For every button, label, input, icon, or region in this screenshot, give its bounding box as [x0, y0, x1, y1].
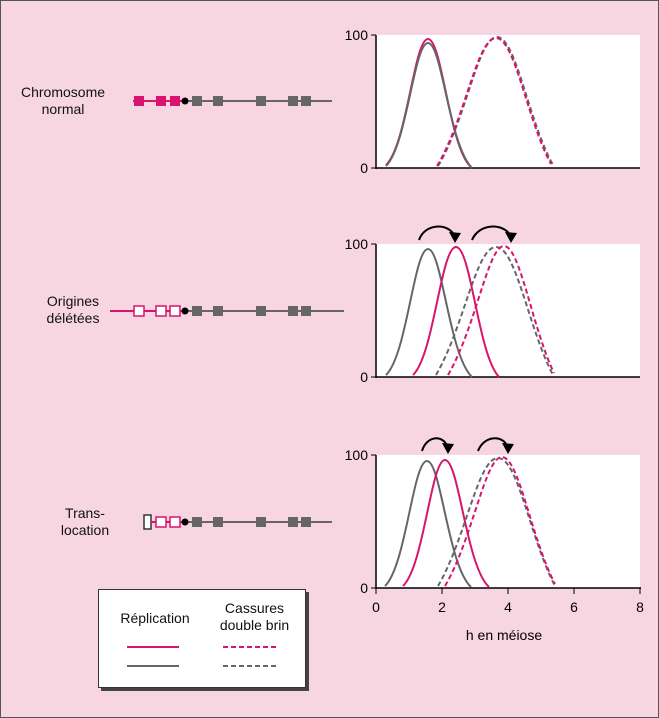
centromere: [181, 97, 189, 105]
legend-dsb-title: Cassures double brin: [207, 600, 302, 634]
shift-arrow: [418, 225, 455, 241]
replication-curve-gray: [384, 459, 472, 588]
plot-deleted: 100 0: [345, 225, 640, 385]
locus-marker: [288, 96, 298, 106]
y-max-label: 100: [345, 447, 369, 463]
replication-curve-gray: [385, 41, 473, 169]
row-label-normal: Chromosome normal: [8, 84, 118, 118]
plot-translocation-bg: [376, 455, 640, 588]
replication-curve-magenta: [412, 245, 500, 378]
replication-curve-gray: [385, 247, 473, 378]
plot-deleted-bg: [376, 244, 640, 377]
legend-dsb-line1: Cassures: [224, 600, 285, 616]
legend-dsb-line2: double brin: [219, 617, 290, 633]
x-tick-label: 6: [570, 599, 578, 615]
locus-marker: [301, 306, 311, 316]
deleted-origin-marker: [169, 516, 181, 528]
shift-arrow: [477, 437, 508, 452]
centromere: [181, 518, 189, 526]
locus-marker: [301, 517, 311, 527]
deleted-origin-marker: [155, 516, 167, 528]
x-tick-label: 0: [372, 599, 380, 615]
row-label-line2: délétées: [46, 310, 100, 326]
arrowhead: [449, 232, 461, 243]
row-label-line2: normal: [41, 101, 85, 117]
locus-marker: [192, 517, 202, 527]
row-label-line2: location: [60, 522, 110, 538]
plot-translocation: 100 0 0 2 4 6 8 h en méiose: [345, 437, 644, 643]
locus-marker: [213, 96, 223, 106]
deleted-origin-marker: [133, 305, 145, 317]
locus-marker: [256, 96, 266, 106]
row-label-deleted: Origines délétées: [18, 293, 128, 327]
locus-marker: [256, 306, 266, 316]
locus-marker: [213, 306, 223, 316]
arrowhead: [442, 443, 454, 454]
locus-marker: [192, 96, 202, 106]
dsb-curve-gray: [437, 35, 554, 167]
legend-swatches: [127, 646, 277, 667]
shift-arrow: [471, 225, 511, 241]
centromere: [181, 307, 189, 315]
dsb-curve-magenta: [447, 244, 555, 376]
row-label-line1: Origines: [46, 293, 100, 309]
locus-marker: [288, 306, 298, 316]
dsb-curve-magenta: [436, 36, 552, 167]
dsb-curve-gray: [435, 245, 554, 376]
x-tick-label: 2: [438, 599, 446, 615]
replication-curve-magenta: [402, 458, 490, 588]
x-tick-label: 8: [636, 599, 644, 615]
row-label-line1: Chromosome: [20, 84, 106, 100]
origin-marker: [170, 96, 180, 106]
origin-marker: [134, 96, 144, 106]
legend-replication-title: Réplication: [120, 610, 190, 626]
locus-marker: [192, 306, 202, 316]
dsb-curve-gray: [437, 456, 556, 587]
legend: Réplication Cassures double brin: [98, 589, 306, 688]
x-tick-label: 4: [504, 599, 512, 615]
locus-marker: [213, 517, 223, 527]
y-max-label: 100: [345, 27, 369, 43]
origin-marker: [156, 96, 166, 106]
translocated-telomere: [143, 514, 152, 530]
dsb-curve-magenta: [444, 455, 556, 587]
deleted-origin-marker: [155, 305, 167, 317]
y-min-label: 0: [360, 160, 368, 176]
plot-normal: 100 0: [345, 27, 640, 176]
y-max-label: 100: [345, 236, 369, 252]
arrowhead: [505, 232, 517, 243]
x-axis-label: h en méiose: [466, 627, 542, 643]
locus-marker: [256, 517, 266, 527]
deleted-origin-marker: [169, 305, 181, 317]
arrowhead: [502, 443, 514, 454]
chromosome-translocation: [143, 514, 332, 530]
y-min-label: 0: [360, 369, 368, 385]
replication-curve-magenta: [385, 37, 471, 167]
locus-marker: [288, 517, 298, 527]
chromosome-deleted: [110, 305, 344, 317]
row-label-translocation: Trans- location: [30, 505, 140, 539]
chromosome-normal: [133, 96, 332, 106]
locus-marker: [301, 96, 311, 106]
y-min-label: 0: [360, 580, 368, 596]
row-label-line1: Trans-: [65, 505, 105, 521]
